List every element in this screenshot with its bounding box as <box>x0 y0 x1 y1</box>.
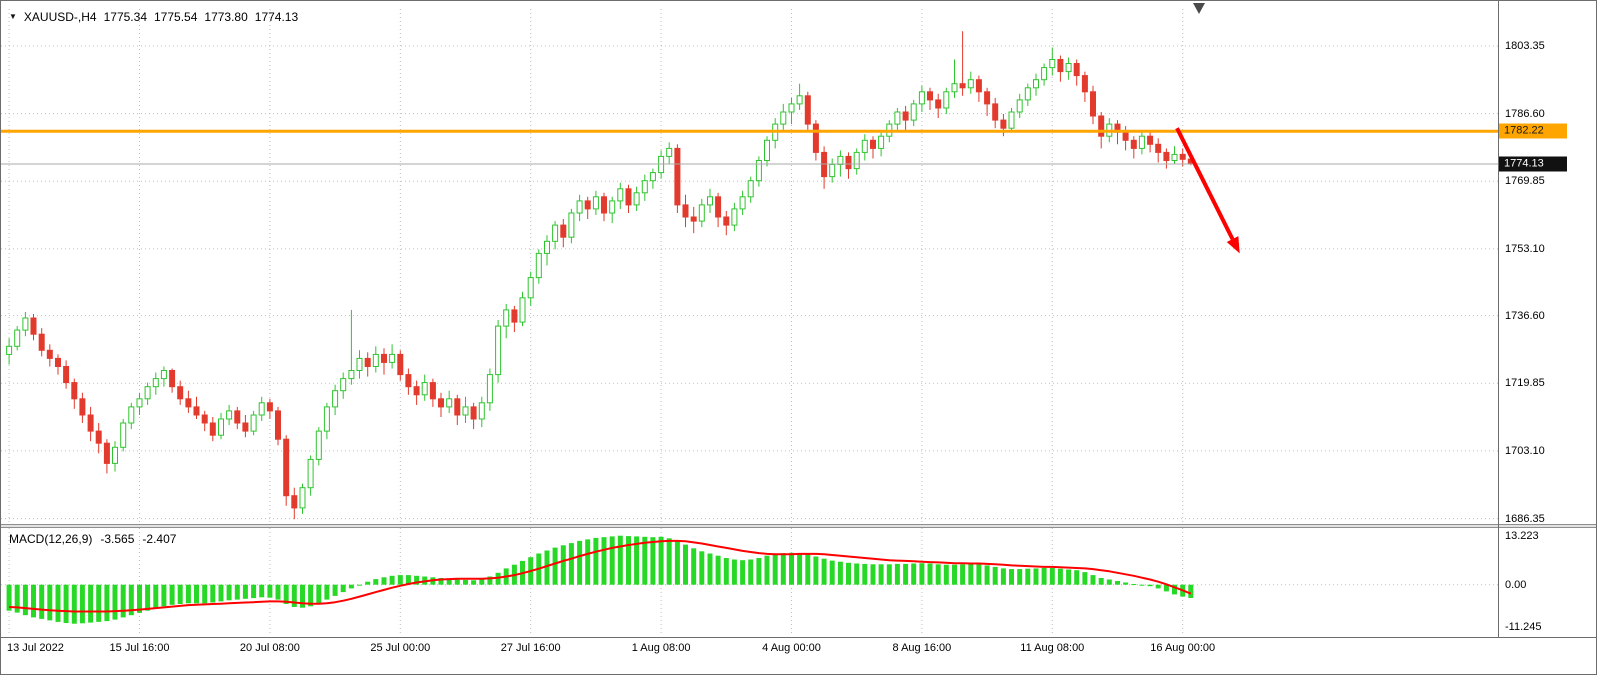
price-tick-label: 1736.60 <box>1505 309 1545 322</box>
ohlc-low: 1773.80 <box>204 10 248 24</box>
price-tick-label: 1686.35 <box>1505 512 1545 525</box>
dropdown-triangle-icon[interactable]: ▼ <box>9 12 17 21</box>
macd-label: MACD(12,26,9) -3.565 -2.407 <box>9 532 176 546</box>
macd-tick-label: -11.245 <box>1505 620 1542 633</box>
macd-indicator-name: MACD(12,26,9) <box>9 532 93 546</box>
price-axis-separator <box>1498 1 1499 637</box>
panel-separator[interactable] <box>1 524 1596 528</box>
main-chart[interactable] <box>1 1 1498 524</box>
time-tick-label: 13 Jul 2022 <box>7 642 64 654</box>
time-tick-label: 16 Aug 00:00 <box>1150 642 1216 654</box>
candlestick-series <box>6 31 1194 520</box>
time-axis-separator <box>1 637 1596 638</box>
main-grid <box>1 9 1498 524</box>
macd-grid <box>1 528 1498 636</box>
time-tick-label: 27 Jul 16:00 <box>500 642 561 654</box>
macd-value-main: -3.565 <box>100 532 135 546</box>
price-axis[interactable]: 1803.35 1786.60 1769.85 1753.10 1736.60 1719.… <box>1499 1 1596 637</box>
time-tick-label: 8 Aug 16:00 <box>892 642 952 654</box>
symbol-period-label: XAUUSD-,H4 <box>23 10 97 24</box>
time-tick-label: 1 Aug 08:00 <box>631 642 691 654</box>
macd-panel[interactable] <box>1 528 1498 637</box>
macd-histogram <box>6 535 1194 624</box>
time-tick-label: 15 Jul 16:00 <box>109 642 170 654</box>
ohlc-high: 1775.54 <box>154 10 198 24</box>
price-tick-label: 1703.10 <box>1505 444 1545 457</box>
price-tick-label: 1786.60 <box>1505 107 1545 120</box>
price-tick-label: 1769.85 <box>1505 175 1545 188</box>
chart-header: ▼ XAUUSD-,H4 1775.34 1775.54 1773.80 177… <box>9 10 298 24</box>
price-tick-label: 1753.10 <box>1505 242 1545 255</box>
ohlc-close: 1774.13 <box>254 10 299 24</box>
hline-price-tag: 1782.22 <box>1499 123 1567 139</box>
sell-arrow[interactable] <box>1175 127 1240 254</box>
macd-tick-label: 0.00 <box>1505 578 1527 591</box>
price-tick-label: 1719.85 <box>1505 377 1545 390</box>
chart-shift-marker[interactable] <box>1193 3 1205 14</box>
time-tick-label: 4 Aug 00:00 <box>762 642 821 654</box>
macd-tick-label: 13.223 <box>1505 529 1539 542</box>
bid-price-tag: 1774.13 <box>1499 156 1567 172</box>
ohlc-open: 1775.34 <box>103 10 147 24</box>
macd-signal-line <box>9 539 1192 613</box>
macd-value-signal: -2.407 <box>142 532 177 546</box>
time-tick-label: 11 Aug 08:00 <box>1020 642 1085 654</box>
price-tick-label: 1803.35 <box>1505 40 1545 52</box>
time-tick-label: 20 Jul 08:00 <box>239 642 300 654</box>
time-axis[interactable]: 13 Jul 2022 15 Jul 16:00 20 Jul 08:00 25 Ju… <box>1 642 1596 664</box>
time-tick-label: 25 Jul 00:00 <box>370 642 431 654</box>
